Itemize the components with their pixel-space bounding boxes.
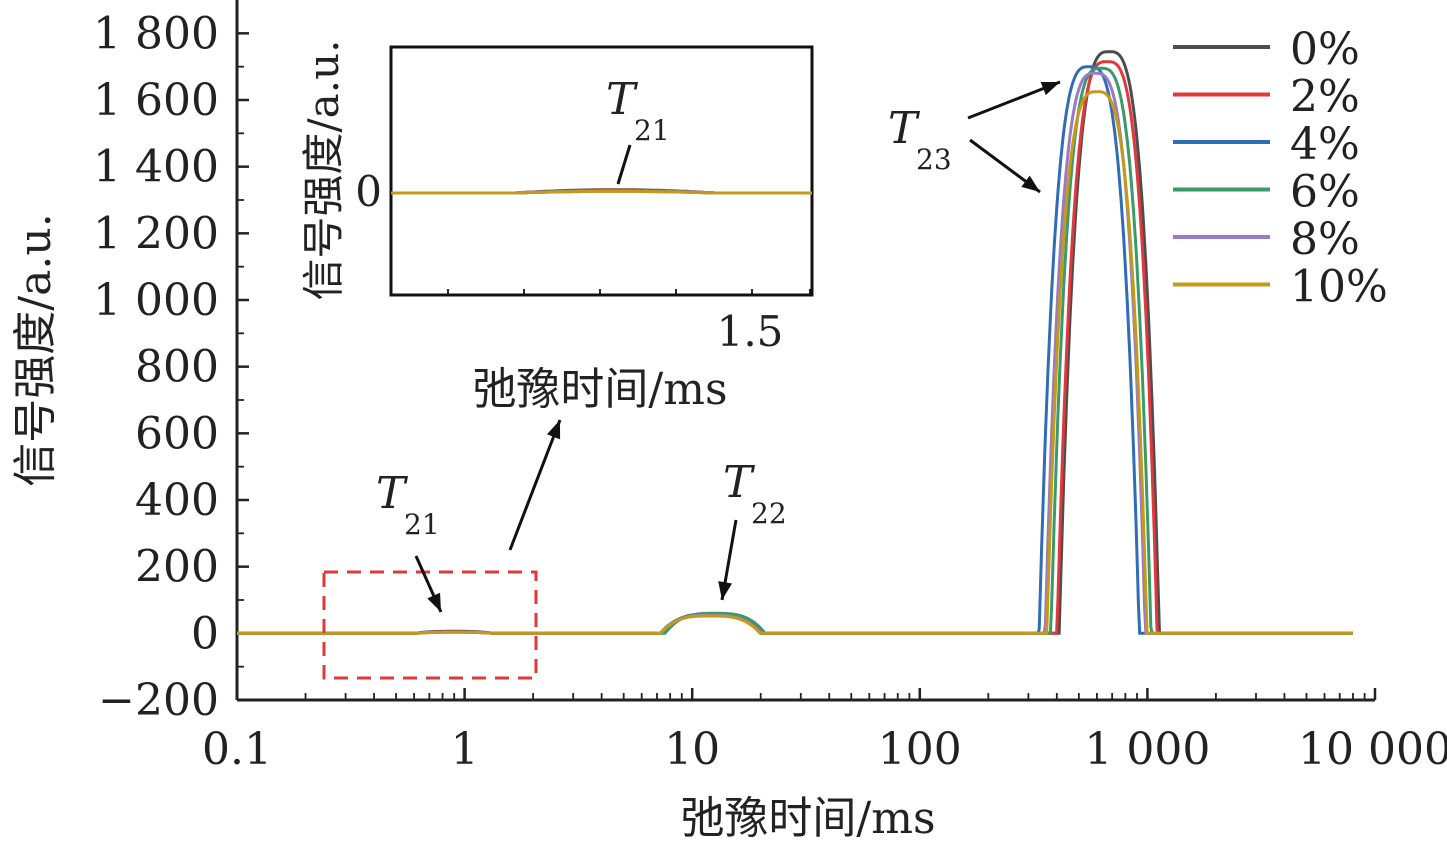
t23-arrow-upper-head xyxy=(1040,82,1060,96)
y-tick-label: 0 xyxy=(191,608,219,659)
x-tick-label: 100 xyxy=(878,724,962,775)
y-tick-label: 600 xyxy=(135,408,219,459)
y-tick-label: 1 000 xyxy=(93,275,219,326)
legend-label-3: 6% xyxy=(1290,167,1360,218)
x-tick-label: 0.1 xyxy=(202,724,272,775)
inset-pointer-arrow-shaft xyxy=(508,419,562,551)
inset-y-tick-label: 0 xyxy=(355,167,382,216)
t23-arrow-upper xyxy=(967,80,1061,120)
inset-y-axis-title: 信号强度/a.u. xyxy=(299,40,348,301)
inset-series-5 xyxy=(391,189,812,195)
series-lines xyxy=(237,50,1353,635)
t22-arrow-head xyxy=(718,581,732,600)
t21-zoom-box xyxy=(322,570,538,680)
y-tick-label: 800 xyxy=(135,342,219,393)
t23-label: T23 xyxy=(888,103,952,176)
legend-label-0: 0% xyxy=(1290,24,1360,75)
t22-label-main: T xyxy=(723,457,756,508)
axis-titles: 弛豫时间/ms 信号强度/a.u. xyxy=(10,213,936,841)
x-tick-label: 1 000 xyxy=(1084,724,1210,775)
x-tick-label: 10 000 xyxy=(1298,724,1447,775)
inset-x-axis-title: 弛豫时间/ms xyxy=(472,364,727,415)
main-axes: 0.1 1 10 100 1 000 10 000 −200 0 200 400 600 800 1 0… xyxy=(93,0,1447,775)
t21-arrow-head xyxy=(427,592,441,612)
t21-label-sub: 21 xyxy=(404,508,440,541)
t23-arrow-lower xyxy=(969,138,1041,194)
t21-label-main: T xyxy=(376,468,409,519)
y-tick-label: 1 400 xyxy=(93,142,219,193)
inset-x-tick-label: 1.5 xyxy=(717,307,784,356)
y-axis-title: 信号强度/a.u. xyxy=(10,213,61,486)
inset-t21-label-sub: 21 xyxy=(634,114,670,147)
x-tick-label: 1 xyxy=(451,724,479,775)
y-tick-label: 1 600 xyxy=(93,75,219,126)
inset-t21-leader xyxy=(616,144,632,185)
y-tick-label: 1 200 xyxy=(93,208,219,259)
inset-frame xyxy=(389,45,814,297)
legend-label-2: 4% xyxy=(1290,119,1360,170)
y-tick-label: 400 xyxy=(135,475,219,526)
inset-plot: 0 1.5 弛豫时间/ms 信号强度/a.u. T21 xyxy=(299,40,814,415)
legend-label-4: 8% xyxy=(1290,214,1360,265)
inset-t21-label: T21 xyxy=(606,74,670,147)
y-tick-label: 200 xyxy=(135,542,219,593)
legend: 0%2%4%6%8%10% xyxy=(1173,24,1388,313)
t23-label-sub: 23 xyxy=(916,143,952,176)
t21-arrow xyxy=(414,555,443,613)
inset-t21-label-main: T xyxy=(606,74,639,125)
t22-label: T22 xyxy=(723,457,787,530)
legend-label-5: 10% xyxy=(1290,262,1388,313)
inset-pointer-arrow xyxy=(508,419,562,551)
t22-arrow xyxy=(718,519,738,601)
y-tick-label: −200 xyxy=(98,675,219,726)
series-line-5 xyxy=(237,90,1353,635)
x-tick-label: 10 xyxy=(664,724,720,775)
t23-arrow-lower-head xyxy=(1021,175,1040,192)
x-axis-title: 弛豫时间/ms xyxy=(680,793,935,841)
legend-label-1: 2% xyxy=(1290,72,1360,123)
t21-label: T21 xyxy=(376,468,440,541)
inset-pointer-arrow-head xyxy=(547,420,561,440)
t22-label-sub: 22 xyxy=(751,497,787,530)
y-tick-label: 1 800 xyxy=(93,8,219,59)
t23-label-main: T xyxy=(888,103,921,154)
